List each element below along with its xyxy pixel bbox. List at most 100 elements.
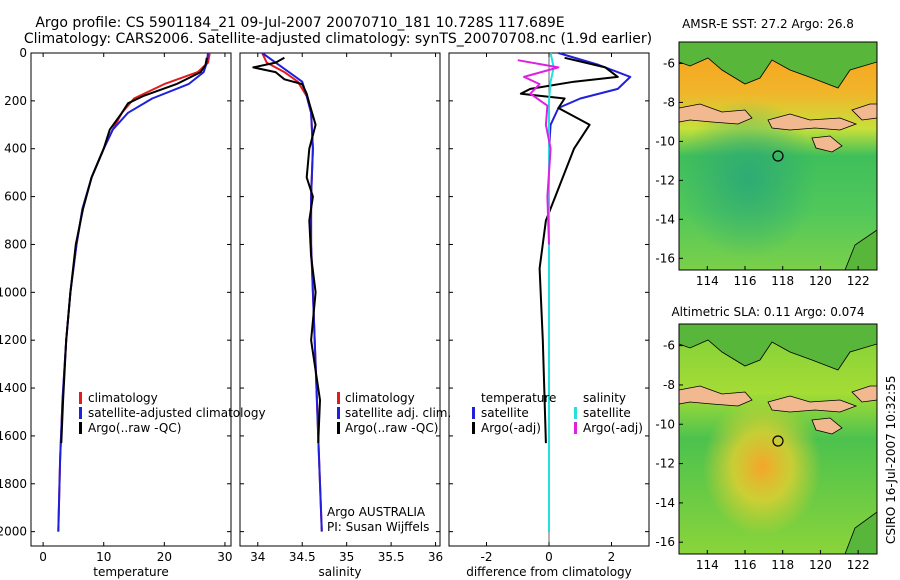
map-x-tick-label: 122	[847, 558, 870, 572]
x-tick-label: 20	[157, 550, 172, 564]
landmass-north	[678, 323, 878, 371]
x-tick-label: 2	[608, 550, 616, 564]
legend-swatch-satellite	[337, 407, 340, 419]
x-tick-label: 0	[39, 550, 47, 564]
plot-frame	[239, 52, 441, 547]
map-y-tick-label: -8	[663, 378, 675, 392]
y-tick-label: 1800	[0, 477, 27, 491]
y-tick-label: 1400	[0, 381, 27, 395]
x-tick-label: 34	[250, 550, 265, 564]
series-line-salinity-argo-adj	[517, 59, 560, 245]
x-tick-label: 0	[545, 550, 553, 564]
map-x-tick-label: 120	[809, 274, 832, 288]
series-line-temperature-argo-adj	[519, 56, 619, 444]
temperature-panel: 0 10 20 30 0 200 400 600 800 1000 1200 1400 1600 1800…	[0, 46, 233, 579]
map-y-tick-label: -8	[663, 95, 675, 109]
map-y-tick-label: -12	[655, 457, 675, 471]
legend-title-salinity: salinity	[583, 391, 626, 405]
island-middle	[767, 395, 858, 413]
argo-float-marker	[772, 150, 784, 162]
y-tick-label: 0	[19, 46, 27, 60]
x-axis-label: salinity	[318, 565, 361, 579]
legend-label: Argo(..raw -QC)	[88, 421, 181, 435]
map-x-tick-label: 114	[696, 274, 719, 288]
sla-warm-patch	[679, 324, 877, 554]
sst-map-ticks: 114 116 118 120 122 -6 -8 -10 -12 -14 -16	[655, 56, 869, 288]
legend-label: satellite	[481, 406, 529, 420]
x-axis-label: difference from climatology	[466, 565, 632, 579]
sst-map-frame	[678, 41, 878, 271]
sla-map-ticks: 114 116 118 120 122 -6 -8 -10 -12 -14 -16	[655, 339, 869, 572]
legend-swatch-temp-argo	[472, 422, 475, 434]
legend-label: satellite	[583, 406, 631, 420]
map-x-tick-label: 116	[734, 274, 757, 288]
y-tick-label: 1200	[0, 333, 27, 347]
header-line-1: Argo profile: CS 5901184_21 09-Jul-2007 …	[35, 15, 564, 31]
y-tick-label: 600	[4, 190, 27, 204]
y-tick-label: 200	[4, 94, 27, 108]
map-y-tick-label: -6	[663, 339, 675, 353]
timestamp-label: CSIRO 16-Jul-2007 10:32:55	[884, 376, 898, 544]
map-y-tick-label: -16	[655, 251, 675, 265]
pi-note: PI: Susan Wijffels	[327, 520, 429, 534]
map-y-tick-label: -14	[655, 496, 675, 510]
plot-frame	[30, 52, 232, 547]
sst-cool-patch	[679, 42, 877, 270]
x-tick-label: -2	[481, 550, 493, 564]
difference-legend: temperature satellite Argo(-adj) salinit…	[472, 391, 643, 435]
map-y-tick-label: -10	[655, 134, 675, 148]
sst-map-title: AMSR-E SST: 27.2 Argo: 26.8	[682, 17, 854, 31]
map-y-tick-label: -12	[655, 173, 675, 187]
legend-title-temperature: temperature	[481, 391, 556, 405]
argo-float-marker	[772, 435, 784, 447]
island-west	[678, 103, 753, 125]
y-tick-label: 1000	[0, 285, 27, 299]
legend-swatch-temp-satellite	[472, 407, 475, 419]
sla-map-frame	[678, 323, 878, 555]
header-line-2: Climatology: CARS2006. Satellite-adjuste…	[24, 31, 652, 47]
island-south	[811, 135, 843, 153]
x-tick-label: 36	[428, 550, 443, 564]
institution-note: Argo AUSTRALIA	[327, 505, 426, 519]
legend-label: Argo(..raw -QC)	[345, 421, 438, 435]
legend-label: satellite-adjusted climatology	[88, 406, 266, 420]
legend-label: Argo(-adj)	[583, 421, 643, 435]
y-tick-label: 2000	[0, 525, 27, 539]
x-axis-label: temperature	[93, 565, 168, 579]
y-tick-label: 400	[4, 142, 27, 156]
map-x-tick-label: 120	[809, 558, 832, 572]
sst-map: 114 116 118 120 122 -6 -8 -10 -12 -14 -16	[655, 41, 878, 288]
x-tick-label: 30	[217, 550, 232, 564]
map-y-tick-label: -10	[655, 417, 675, 431]
map-x-tick-label: 118	[771, 558, 794, 572]
map-x-tick-label: 116	[734, 558, 757, 572]
series-line-argo-raw-qc	[60, 57, 208, 444]
map-y-tick-label: -14	[655, 212, 675, 226]
legend-swatch-argo	[79, 422, 82, 434]
legend-swatch-climatology	[79, 392, 82, 404]
x-tick-label: 35	[339, 550, 354, 564]
x-tick-label: 34.5	[289, 550, 316, 564]
temperature-legend: climatology satellite-adjusted climatolo…	[79, 391, 266, 435]
landmass-north	[678, 41, 878, 89]
map-y-tick-label: -16	[655, 535, 675, 549]
legend-label: satellite adj. clim.	[345, 406, 451, 420]
legend-label: climatology	[88, 391, 158, 405]
island-south	[811, 417, 843, 435]
series-line-argo-raw-qc	[252, 56, 321, 444]
legend-swatch-argo	[337, 422, 340, 434]
y-tick-label: 1600	[0, 429, 27, 443]
legend-swatch-climatology	[337, 392, 340, 404]
salinity-panel: 34 34.5 35 35.5 36 salinity	[239, 52, 443, 579]
y-tick-label: 800	[4, 237, 27, 251]
legend-swatch-sal-satellite	[574, 407, 577, 419]
island-middle	[767, 113, 858, 131]
sla-map-title: Altimetric SLA: 0.11 Argo: 0.074	[671, 305, 864, 319]
legend-swatch-satellite	[79, 407, 82, 419]
legend-swatch-sal-argo	[574, 422, 577, 434]
map-x-tick-label: 122	[847, 274, 870, 288]
x-tick-label: 10	[96, 550, 111, 564]
